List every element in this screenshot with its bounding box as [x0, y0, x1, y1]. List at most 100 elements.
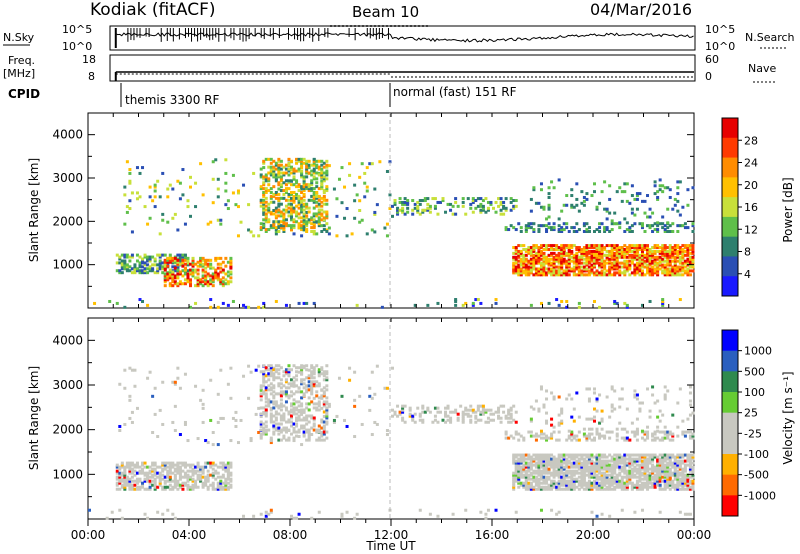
heatmap-cell — [322, 202, 326, 206]
heatmap-cell — [615, 432, 619, 436]
heatmap-cell — [514, 461, 518, 465]
heatmap-cell — [317, 202, 321, 206]
heatmap-cell — [264, 394, 268, 398]
heatmap-cell — [320, 396, 324, 400]
heatmap-cell — [146, 487, 150, 491]
heatmap-cell — [623, 217, 627, 221]
heatmap-cell — [519, 465, 523, 469]
heatmap-cell — [509, 412, 513, 416]
heatmap-cell — [580, 265, 584, 269]
heatmap-cell — [118, 471, 122, 475]
heatmap-cell — [290, 196, 293, 200]
heatmap-cell — [201, 256, 205, 260]
heatmap-cell — [537, 469, 541, 473]
heatmap-cell — [534, 257, 538, 261]
heatmap-cell — [262, 177, 266, 181]
heatmap-cell — [305, 183, 309, 187]
heatmap-cell — [317, 370, 321, 374]
heatmap-cell — [277, 222, 281, 226]
heatmap-cell — [171, 278, 175, 282]
heatmap-cell — [658, 469, 662, 473]
heatmap-cell — [123, 483, 127, 487]
heatmap-cell — [320, 432, 324, 436]
heatmap-cell — [537, 481, 541, 485]
heatmap-cell — [517, 461, 521, 465]
heatmap-cell — [176, 276, 180, 280]
heatmap-cell — [307, 388, 311, 392]
heatmap-cell — [353, 216, 357, 220]
heatmap-cell — [555, 471, 559, 475]
heatmap-cell — [504, 226, 508, 230]
heatmap-cell — [393, 202, 397, 206]
heatmap-cell — [211, 160, 215, 164]
heatmap-cell — [653, 192, 657, 196]
heatmap-cell — [502, 204, 506, 208]
heatmap-cell — [317, 438, 321, 442]
heatmap-cell — [229, 260, 233, 264]
heatmap-cell — [603, 253, 607, 257]
heatmap-cell — [640, 481, 644, 485]
heatmap-cell — [262, 166, 266, 170]
heatmap-cell — [585, 387, 589, 391]
heatmap-cell — [486, 508, 490, 512]
heatmap-cell — [635, 257, 639, 261]
heatmap-cell — [688, 247, 692, 251]
heatmap-cell — [567, 429, 571, 433]
heatmap-cell — [125, 465, 129, 469]
heatmap-cell — [640, 273, 644, 277]
heatmap-cell — [534, 253, 538, 257]
heatmap-cell — [628, 471, 632, 475]
heatmap-cell — [171, 274, 175, 278]
heatmap-cell — [514, 267, 518, 271]
heatmap-cell — [635, 192, 639, 196]
heatmap-cell — [613, 457, 617, 461]
heatmap-cell — [282, 434, 286, 438]
heatmap-cell — [648, 207, 652, 211]
heatmap-cell — [585, 269, 589, 273]
heatmap-cell — [635, 429, 639, 433]
heatmap-cell — [322, 194, 326, 198]
heatmap-cell — [310, 390, 314, 394]
heatmap-cell — [688, 487, 692, 491]
heatmap-cell — [539, 463, 543, 467]
heatmap-cell — [290, 218, 293, 222]
heatmap-cell — [600, 467, 604, 471]
heatmap-cell — [300, 204, 304, 208]
heatmap-cell — [539, 182, 543, 186]
heatmap-cell — [398, 412, 402, 416]
heatmap-cell — [527, 453, 531, 457]
heatmap-cell — [181, 253, 185, 257]
heatmap-cell — [269, 212, 273, 216]
heatmap-cell — [168, 272, 172, 276]
heatmap-cell — [426, 208, 430, 212]
heatmap-cell — [668, 479, 672, 483]
heatmap-cell — [570, 415, 574, 419]
heatmap-cell — [545, 471, 549, 475]
heatmap-cell — [615, 249, 619, 253]
heatmap-cell — [691, 411, 695, 415]
heatmap-cell — [178, 433, 182, 437]
heatmap-cell — [671, 267, 675, 271]
heatmap-cell — [676, 453, 680, 457]
heatmap-cell — [272, 167, 276, 171]
heatmap-cell — [656, 415, 660, 419]
heatmap-cell — [646, 257, 650, 261]
heatmap-cell — [635, 393, 639, 397]
heatmap-cell — [572, 205, 576, 209]
heatmap-cell — [673, 487, 677, 491]
heatmap-cell — [428, 206, 432, 210]
heatmap-cell — [459, 404, 463, 408]
heatmap-cell — [466, 414, 470, 418]
heatmap-cell — [166, 471, 170, 475]
heatmap-cell — [691, 483, 695, 487]
heatmap-cell — [542, 487, 546, 491]
heatmap-cell — [173, 266, 177, 270]
heatmap-cell — [295, 412, 299, 416]
heatmap-cell — [651, 463, 655, 467]
heatmap-cell — [178, 253, 182, 257]
heatmap-cell — [638, 471, 642, 475]
heatmap-cell — [305, 228, 309, 232]
heatmap-cell — [600, 271, 604, 275]
heatmap-cell — [209, 418, 213, 422]
heatmap-cell — [317, 194, 321, 198]
